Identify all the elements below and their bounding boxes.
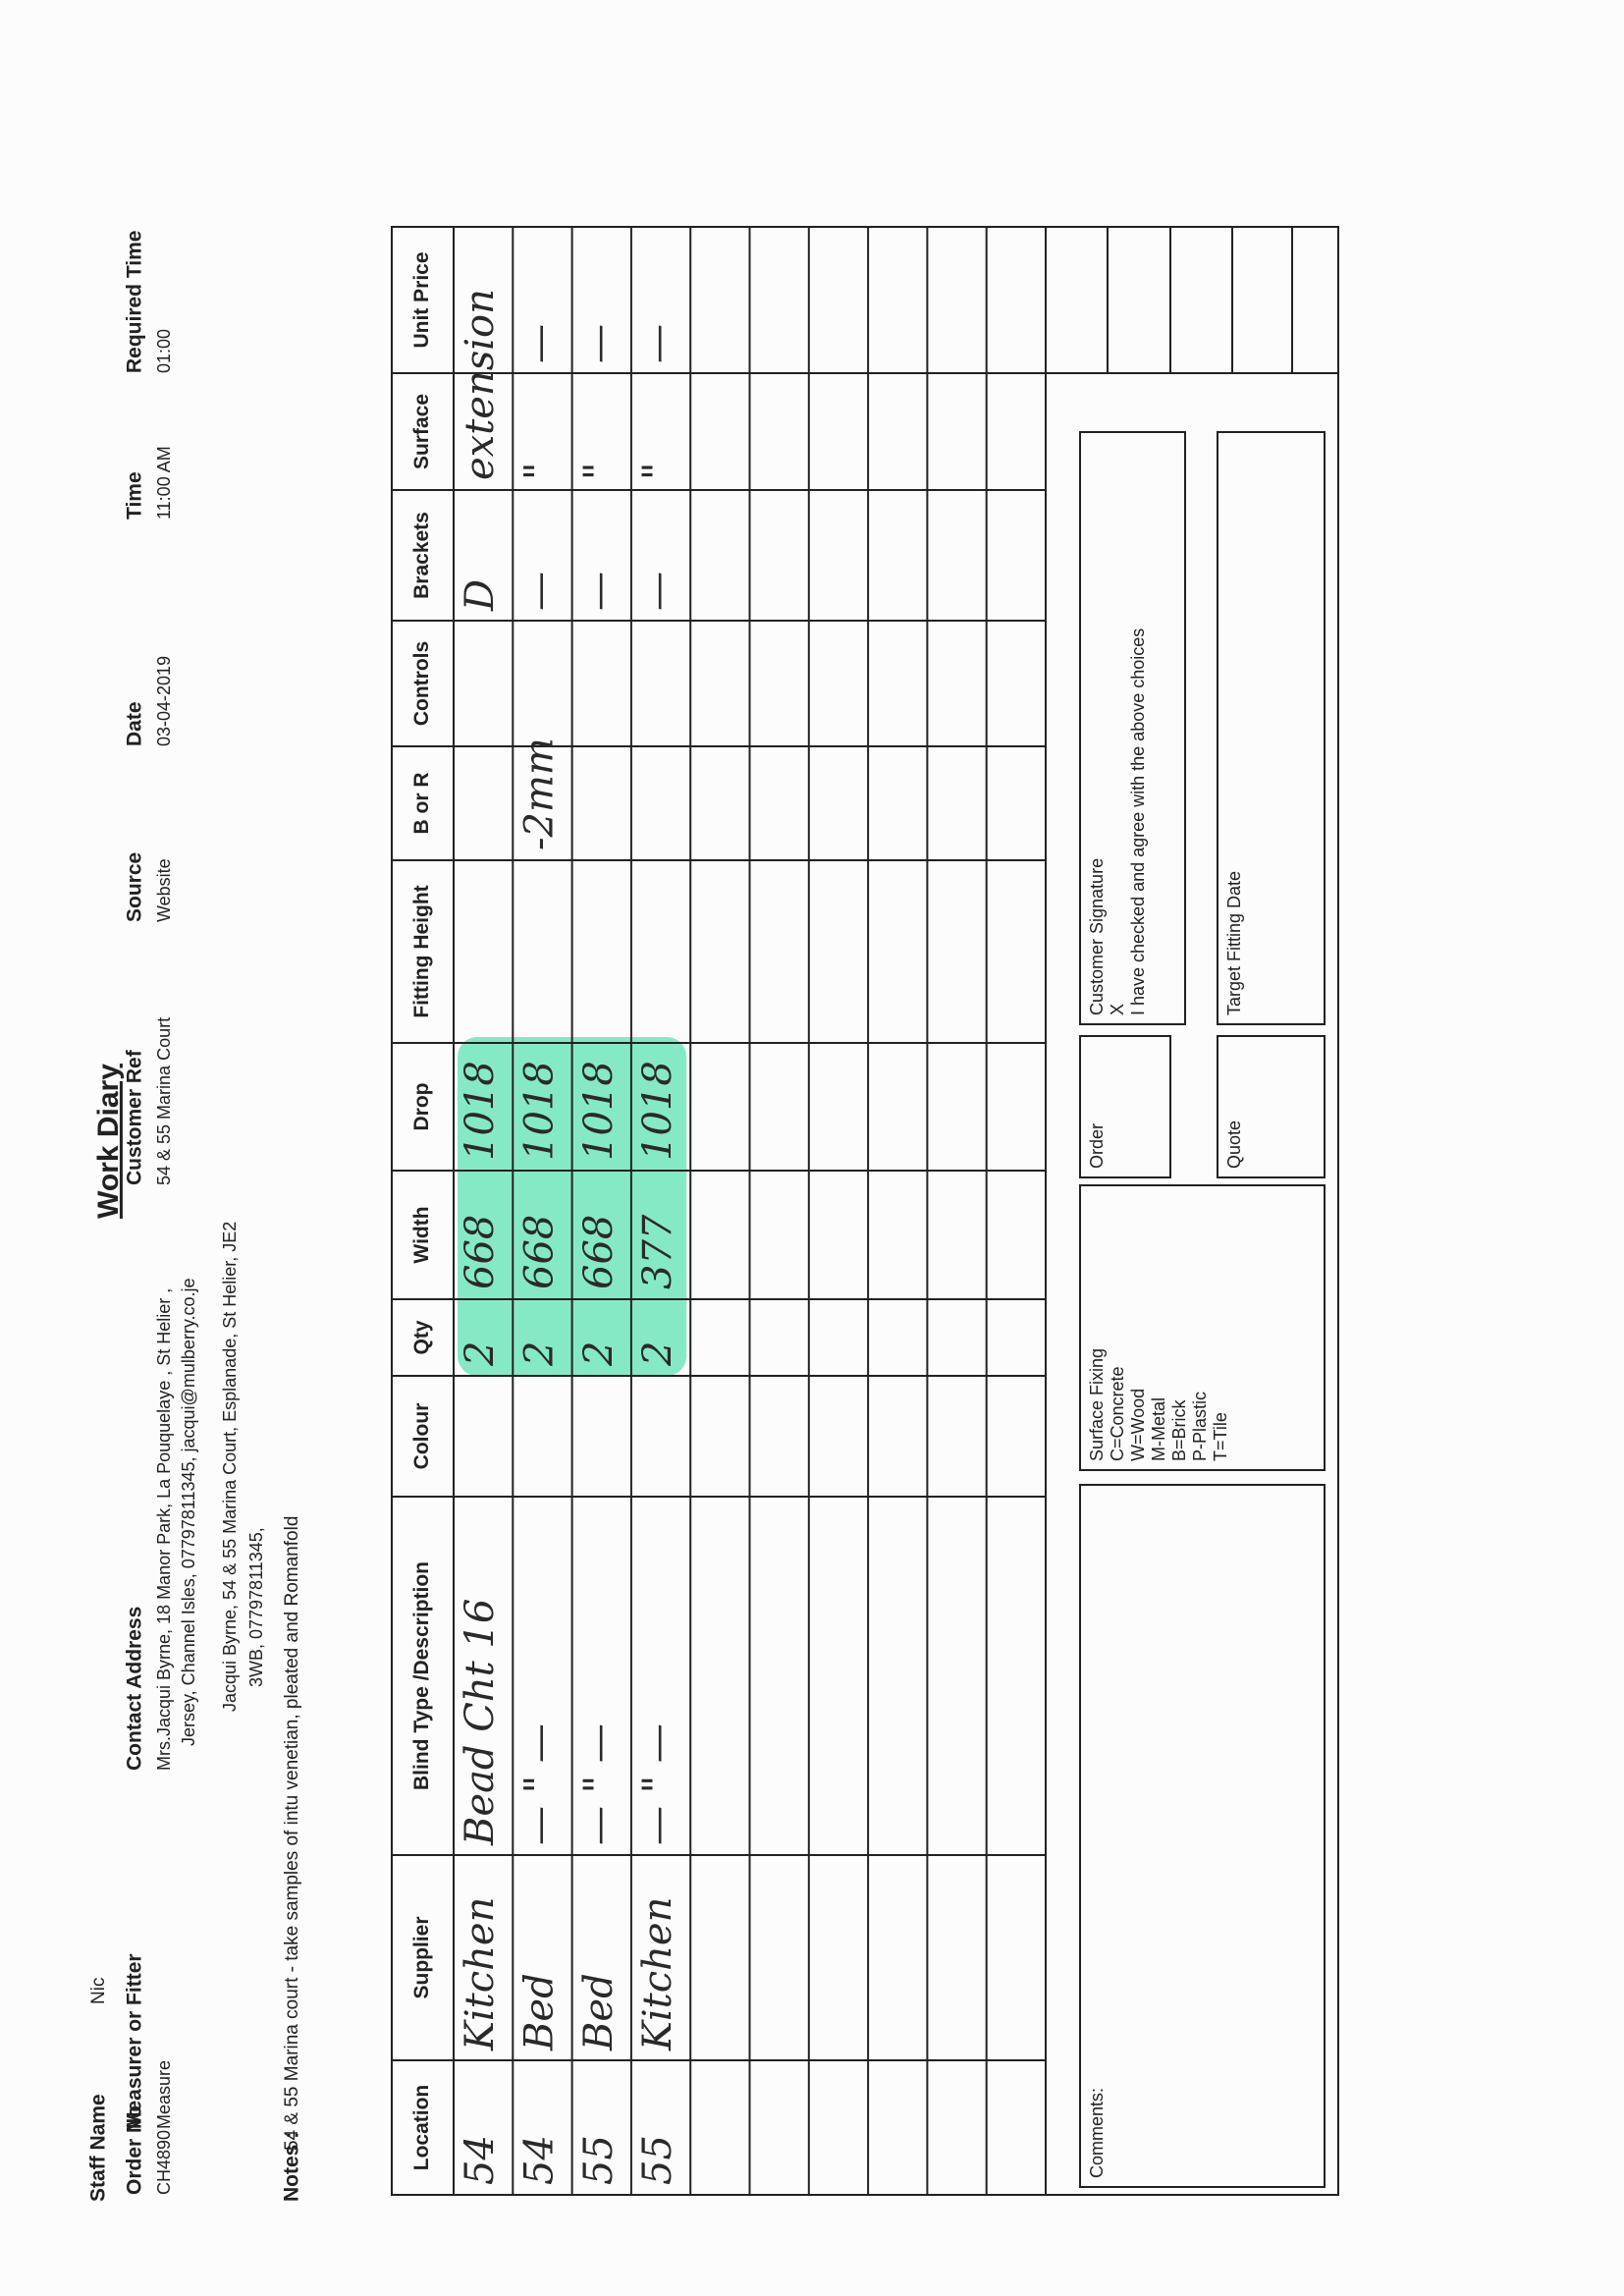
handwritten-entry: 668 — [458, 1215, 503, 1289]
field-label: Source — [124, 852, 146, 922]
handwritten-entry: " — [576, 463, 622, 480]
surface-fixing-line: B=Brick — [1169, 1398, 1189, 1461]
handwritten-entry: 2 — [458, 1341, 503, 1367]
handwritten-entry: 668 — [516, 1215, 562, 1289]
handwritten-entry: 54 — [458, 2135, 503, 2185]
surface-fixing-line: P-Plastic — [1190, 1392, 1210, 1461]
handwritten-entry: — — [576, 324, 622, 363]
field-value: Measure — [154, 2060, 174, 2129]
field-value: Website — [154, 858, 174, 922]
order-label: Order — [1087, 1123, 1107, 1169]
column-header: Width — [410, 1206, 433, 1263]
handwritten-entry: " — [635, 463, 680, 480]
handwritten-entry: 2 — [576, 1341, 622, 1367]
field-value: Jersey, Channel Isles, 07797811345, jacq… — [179, 1278, 198, 1746]
column-header: Controls — [410, 641, 433, 726]
handwritten-entry: -2mm — [516, 738, 562, 850]
column-header: Blind Type /Description — [410, 1561, 433, 1790]
handwritten-entry: — " — — [576, 1723, 622, 1845]
quote-label: Quote — [1224, 1121, 1244, 1169]
staff-name: Nic — [88, 1978, 109, 2004]
handwritten-entry: 1018 — [635, 1061, 680, 1161]
handwritten-entry: 377 — [635, 1214, 680, 1289]
column-header: Brackets — [410, 512, 433, 599]
column-header: Fitting Height — [410, 885, 433, 1017]
field-label: Required Time — [124, 231, 146, 373]
signature-line: Customer Signature — [1087, 858, 1107, 1015]
handwritten-entry: Kitchen — [635, 1897, 680, 2051]
field-value: 11:00 AM — [154, 446, 174, 519]
handwritten-entry: 668 — [576, 1215, 622, 1289]
handwritten-entry: Bead Cht 16 — [458, 1599, 503, 1846]
handwritten-entry: 2 — [635, 1341, 680, 1367]
field-value: 54 & 55 Marina Court — [154, 1017, 174, 1185]
field-value: 3WB, 07797811345, — [246, 1527, 266, 1687]
column-header: Unit Price — [410, 251, 433, 348]
field-label: Order No — [124, 2105, 146, 2195]
surface-fixing-line: T=Tile — [1211, 1412, 1230, 1461]
field-value: 03-04-2019 — [154, 656, 174, 746]
column-header: Qty — [410, 1320, 433, 1354]
column-header: B or R — [410, 773, 433, 835]
title: Work Diary — [92, 1064, 125, 1219]
handwritten-entry: 2 — [516, 1341, 562, 1367]
handwritten-entry: — — [516, 572, 562, 611]
surface-fixing-line: W=Wood — [1128, 1389, 1148, 1461]
field-value: Mrs.Jacqui Byrne, 18 Manor Park, La Pouq… — [154, 1288, 174, 1771]
signature-box — [1079, 431, 1186, 1025]
quote-box — [1217, 1035, 1326, 1178]
handwritten-entry: 1018 — [576, 1061, 622, 1161]
field-label: Contact Address — [124, 1607, 146, 1771]
column-header: Drop — [410, 1083, 433, 1131]
notes-text: 54 & 55 Marina court - take samples of i… — [282, 1516, 302, 2151]
handwritten-entry: 1018 — [516, 1061, 562, 1161]
handwritten-entry: — " — — [516, 1723, 562, 1845]
signature-line: I have checked and agree with the above … — [1128, 629, 1148, 1015]
handwritten-entry: 55 — [576, 2135, 622, 2185]
handwritten-entry: extension — [458, 289, 503, 480]
column-header: Location — [410, 2085, 433, 2171]
handwritten-entry: 54 — [516, 2135, 562, 2185]
surface-fixing-box — [1079, 1184, 1326, 1471]
table-frame — [391, 226, 1339, 2196]
notes-label: Notes : — [281, 2132, 303, 2202]
field-label: Date — [124, 701, 146, 746]
surface-fixing-line: Surface Fixing — [1087, 1348, 1107, 1461]
field-label: Measurer or Fitter — [124, 1953, 146, 2129]
comments-label: Comments: — [1087, 2088, 1107, 2178]
field-value: CH4890 — [154, 2130, 174, 2195]
column-header: Surface — [410, 394, 433, 469]
handwritten-entry: — — [635, 324, 680, 363]
signature-line: X — [1108, 1004, 1127, 1015]
handwritten-entry: 55 — [635, 2135, 680, 2185]
handwritten-entry: — " — — [635, 1723, 680, 1845]
surface-fixing-line: M-Metal — [1149, 1397, 1168, 1461]
field-label: Customer Ref — [124, 1049, 146, 1185]
comments-box — [1079, 1484, 1326, 2188]
handwritten-entry: — — [516, 324, 562, 363]
handwritten-entry: " — [516, 463, 562, 480]
column-header: Colour — [410, 1403, 433, 1470]
staff-name-label: Staff Name — [87, 2094, 110, 2202]
surface-fixing-line: C=Concrete — [1108, 1366, 1127, 1461]
column-header: Supplier — [410, 1916, 433, 1998]
field-value: 01:00 — [154, 329, 174, 373]
handwritten-entry: — — [576, 572, 622, 611]
target-date-box — [1217, 431, 1326, 1025]
handwritten-entry: Bed — [516, 1973, 562, 2051]
target-date-label: Target Fitting Date — [1224, 871, 1244, 1015]
handwritten-entry: D — [458, 579, 503, 612]
order-box — [1079, 1035, 1171, 1178]
handwritten-entry: 1018 — [458, 1061, 503, 1161]
handwritten-entry: Bed — [576, 1973, 622, 2051]
field-label: Time — [124, 471, 146, 519]
handwritten-entry: — — [635, 572, 680, 611]
field-value: Jacqui Byrne, 54 & 55 Marina Court, Espl… — [220, 1222, 240, 1712]
handwritten-entry: Kitchen — [458, 1897, 503, 2051]
